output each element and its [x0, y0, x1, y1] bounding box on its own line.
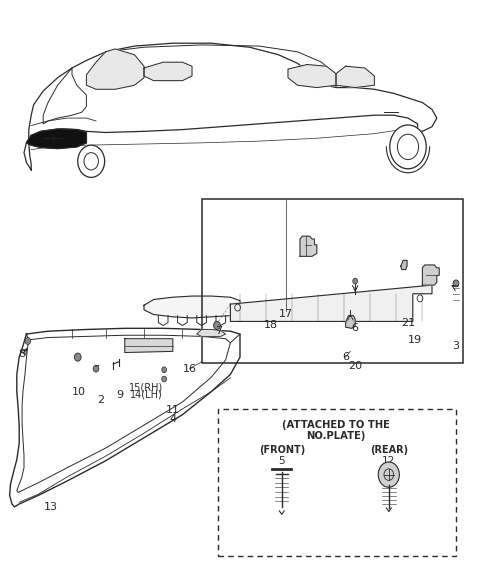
Circle shape [74, 353, 81, 361]
Text: 5: 5 [278, 456, 285, 466]
Text: 14(LH): 14(LH) [130, 389, 163, 400]
Polygon shape [24, 43, 437, 170]
Circle shape [390, 125, 426, 169]
Polygon shape [125, 339, 173, 353]
Text: 6: 6 [352, 323, 359, 334]
Polygon shape [422, 265, 439, 285]
Text: 12: 12 [382, 456, 396, 466]
Text: 2: 2 [97, 395, 104, 406]
Text: 18: 18 [264, 320, 278, 331]
Circle shape [353, 278, 358, 284]
Circle shape [453, 280, 459, 287]
Circle shape [378, 462, 399, 487]
Bar [202, 199, 463, 363]
Text: 20: 20 [348, 361, 362, 371]
Text: NO.PLATE): NO.PLATE) [306, 431, 366, 441]
Text: 8: 8 [18, 349, 25, 359]
Circle shape [93, 365, 99, 372]
Text: 19: 19 [408, 335, 422, 345]
Circle shape [25, 338, 31, 344]
Text: 4: 4 [169, 414, 176, 424]
Text: 9: 9 [117, 389, 123, 400]
Text: (REAR): (REAR) [370, 445, 408, 454]
Text: 21: 21 [401, 317, 415, 328]
Polygon shape [230, 285, 432, 321]
Text: 13: 13 [43, 502, 58, 512]
Polygon shape [300, 236, 317, 256]
Text: (FRONT): (FRONT) [259, 445, 305, 454]
Polygon shape [288, 65, 336, 88]
Circle shape [162, 376, 167, 382]
Polygon shape [10, 328, 240, 507]
Text: 11: 11 [166, 405, 180, 415]
Circle shape [162, 367, 167, 373]
Text: 10: 10 [72, 386, 86, 397]
Bar [218, 409, 456, 556]
Polygon shape [144, 296, 240, 318]
Text: 15(RH): 15(RH) [129, 382, 164, 392]
Polygon shape [401, 260, 407, 270]
Polygon shape [144, 62, 192, 81]
Polygon shape [26, 129, 86, 149]
Text: 17: 17 [278, 309, 293, 319]
Circle shape [78, 145, 105, 177]
Text: (ATTACHED TO THE: (ATTACHED TO THE [282, 420, 390, 430]
Text: 7: 7 [215, 326, 222, 336]
Text: 3: 3 [453, 340, 459, 351]
Text: 6: 6 [342, 352, 349, 362]
Polygon shape [197, 329, 226, 336]
Polygon shape [336, 66, 374, 88]
Text: 16: 16 [182, 363, 197, 374]
Polygon shape [86, 49, 144, 89]
Circle shape [214, 321, 220, 329]
Polygon shape [346, 316, 355, 328]
